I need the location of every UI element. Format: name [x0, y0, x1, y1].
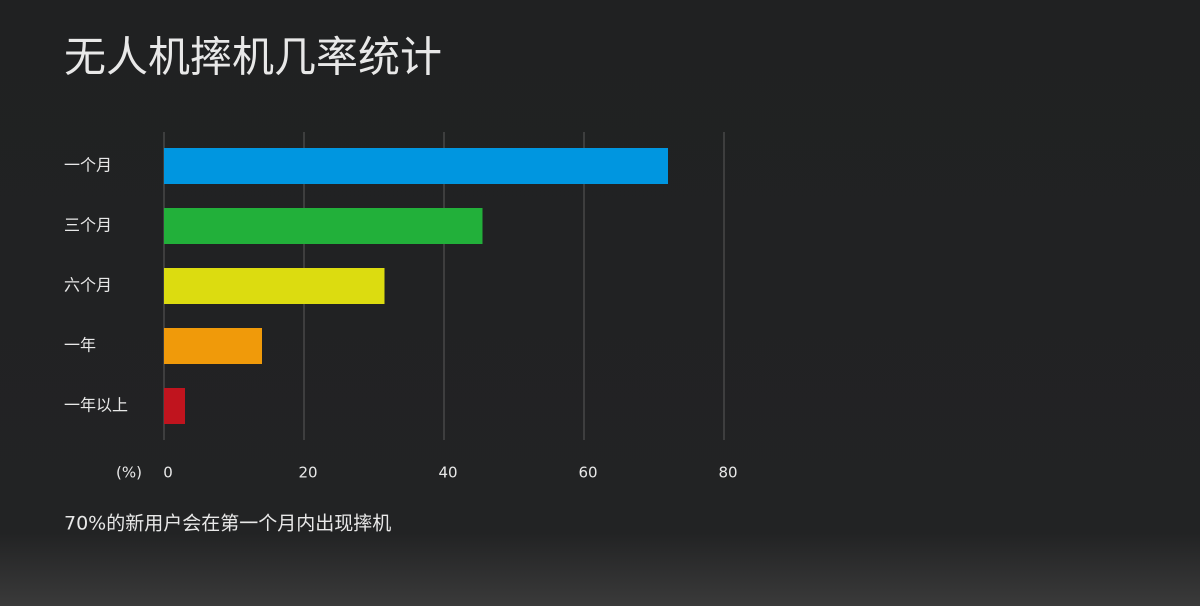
- chart-title: 无人机摔机几率统计: [64, 33, 442, 82]
- x-tick-label: 0: [163, 464, 173, 482]
- y-tick-label: 三个月: [64, 216, 112, 235]
- bar: [164, 328, 262, 364]
- bar: [164, 268, 385, 304]
- y-tick-label: 一年以上: [64, 396, 128, 415]
- y-tick-label: 一年: [64, 336, 96, 355]
- bar: [164, 148, 668, 184]
- bar: [164, 208, 483, 244]
- annotation: 70%的新用户会在第一个月内出现摔机: [64, 513, 391, 535]
- y-tick-label: 六个月: [64, 276, 112, 295]
- x-axis-label: (%): [116, 464, 142, 482]
- x-tick-label: 60: [578, 464, 597, 482]
- x-tick-label: 20: [298, 464, 317, 482]
- x-tick-label: 80: [718, 464, 737, 482]
- bar: [164, 388, 185, 424]
- x-tick-label: 40: [438, 464, 457, 482]
- y-tick-label: 一个月: [64, 156, 112, 175]
